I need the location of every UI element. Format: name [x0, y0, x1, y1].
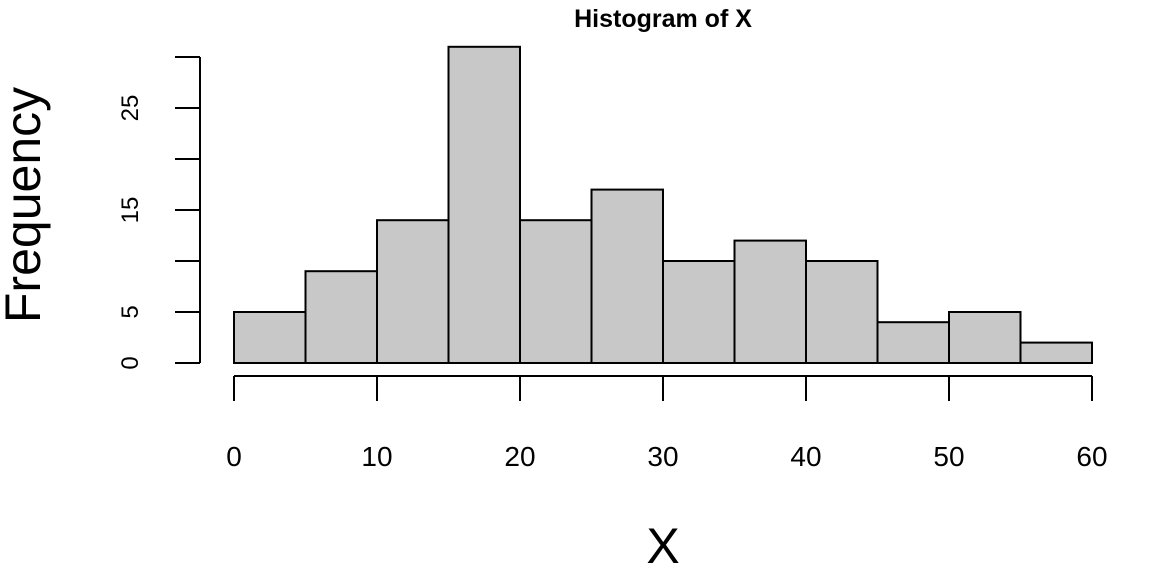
y-tick-label: 0	[117, 356, 144, 369]
x-tick-label: 10	[361, 441, 392, 472]
y-tick-label: 5	[117, 305, 144, 318]
x-tick-label: 40	[790, 441, 821, 472]
bar	[662, 260, 736, 364]
bar	[519, 219, 593, 364]
x-tick-label: 60	[1076, 441, 1107, 472]
x-tick-label: 0	[226, 441, 242, 472]
y-axis-label: Frequency	[0, 87, 51, 323]
bar	[447, 45, 521, 365]
bar	[733, 239, 807, 365]
bar	[1019, 341, 1093, 365]
bar	[948, 311, 1022, 364]
bar	[304, 270, 378, 365]
bar	[876, 321, 950, 365]
x-axis-label: X	[646, 518, 679, 574]
bar	[590, 188, 664, 364]
bar	[233, 311, 307, 364]
x-tick-label: 50	[933, 441, 964, 472]
bar	[805, 260, 879, 364]
x-tick-label: 30	[647, 441, 678, 472]
y-tick-label: 25	[117, 95, 144, 122]
bar	[376, 219, 450, 364]
chart-title: Histogram of X	[574, 5, 752, 33]
y-tick-label: 15	[117, 197, 144, 224]
x-tick-label: 20	[504, 441, 535, 472]
